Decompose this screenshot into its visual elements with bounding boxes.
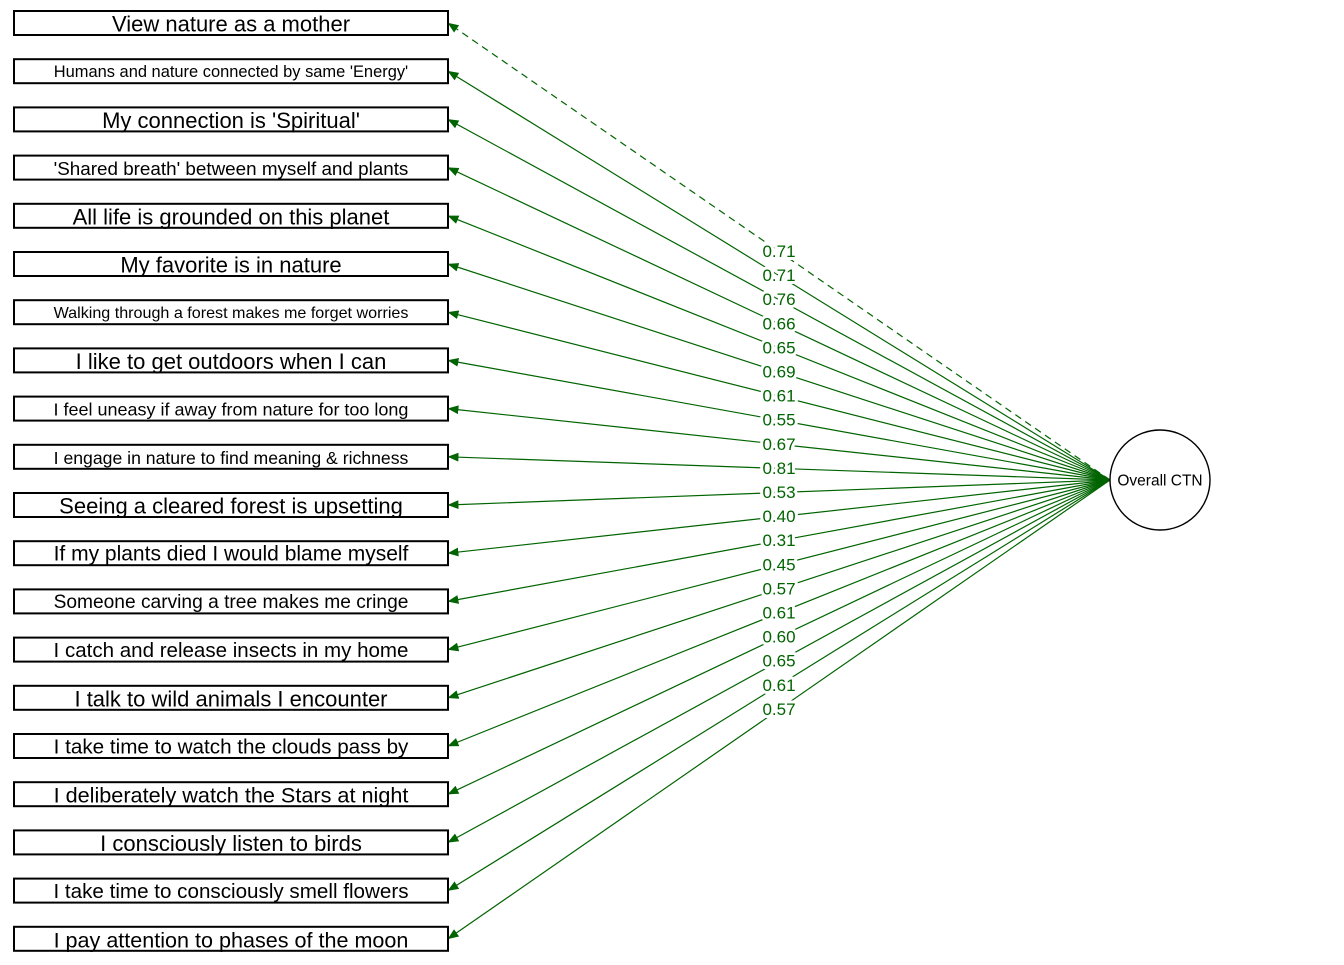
loading-value: 0.71: [762, 266, 795, 285]
loading-value: 0.61: [762, 387, 795, 406]
edge-line: [447, 310, 1111, 481]
item-label: Walking through a forest makes me forget…: [54, 304, 409, 322]
edge-line: [447, 479, 1111, 843]
item-label: I engage in nature to find meaning & ric…: [54, 448, 409, 468]
loading-value: 0.61: [762, 676, 795, 695]
item-label: I talk to wild animals I encounter: [74, 686, 387, 711]
factor-label: Overall CTN: [1117, 473, 1202, 490]
item-label: I feel uneasy if away from nature for to…: [54, 400, 409, 420]
item-box: [13, 829, 449, 856]
item-box: [13, 636, 449, 663]
item-box: [13, 443, 449, 470]
item-box: [13, 106, 449, 133]
edges-layer: [447, 22, 1111, 940]
loading-value: 0.55: [762, 411, 795, 430]
edge-line: [447, 263, 1111, 481]
item-box: [13, 877, 449, 904]
factor-node-layer: Overall CTN: [1109, 429, 1211, 531]
item-box: [13, 299, 449, 326]
edge-line: [447, 405, 1111, 481]
loading-value: 0.53: [762, 483, 795, 502]
item-label: If my plants died I would blame myself: [54, 543, 409, 566]
item-box: [13, 251, 449, 277]
item-label: I consciously listen to birds: [100, 831, 362, 856]
item-box: [13, 781, 449, 808]
loading-value: 0.57: [762, 700, 795, 719]
edge-line: [447, 479, 1111, 747]
boxes-layer: View nature as a mother Humans and nature…: [13, 10, 449, 952]
edge-line: [447, 118, 1111, 481]
item-label: Humans and nature connected by same 'Ene…: [54, 63, 408, 81]
edge-line: [447, 215, 1111, 481]
loading-value: 0.60: [762, 628, 795, 647]
edge-line: [447, 479, 1111, 604]
item-box: [13, 58, 449, 85]
item-box: [13, 347, 449, 374]
edge-line: [447, 479, 1111, 557]
loading-value: 0.45: [762, 555, 795, 574]
edge-line: [447, 479, 1111, 940]
edge-line: [447, 479, 1111, 699]
loading-value: 0.67: [762, 435, 795, 454]
item-label: All life is grounded on this planet: [73, 204, 390, 229]
edge-line: [447, 452, 1111, 481]
item-label: I pay attention to phases of the moon: [54, 927, 409, 952]
item-box: [13, 925, 449, 952]
item-box: [13, 540, 449, 567]
item-label: I take time to consciously smell flowers: [53, 880, 408, 903]
item-box: [13, 154, 449, 181]
loading-value: 0.31: [762, 531, 795, 550]
item-label: My connection is 'Spiritual': [102, 108, 360, 133]
edge-line: [447, 479, 1111, 795]
item-box: [13, 202, 449, 229]
item-label: Seeing a cleared forest is upsetting: [59, 494, 403, 519]
item-label: I take time to watch the clouds pass by: [54, 736, 409, 759]
edge-line: [447, 479, 1111, 510]
factor-node: [1109, 429, 1211, 531]
item-label: 'Shared breath' between myself and plant…: [54, 158, 409, 179]
edge-labels-layer: 0.71 0.71 0.76 0.66 0.65 0.69 0.61 0.55 0.67 0.81…: [759, 239, 798, 722]
item-box: [13, 684, 449, 711]
loading-value: 0.71: [762, 242, 795, 261]
loading-value: 0.61: [762, 604, 795, 623]
item-box: [13, 733, 449, 759]
loading-value: 0.69: [762, 363, 795, 382]
item-label: I like to get outdoors when I can: [76, 349, 387, 374]
loading-value: 0.81: [762, 459, 795, 478]
item-label: I catch and release insects in my home: [54, 639, 409, 662]
edge-line: [447, 22, 1111, 481]
item-box: [13, 588, 449, 615]
item-label: My favorite is in nature: [120, 253, 341, 278]
loading-value: 0.65: [762, 652, 795, 671]
loading-value: 0.66: [762, 314, 795, 333]
item-box: [13, 395, 449, 422]
item-label: View nature as a mother: [112, 12, 350, 37]
item-label: I deliberately watch the Stars at night: [54, 783, 409, 808]
item-box: [13, 10, 449, 36]
edge-line: [447, 479, 1111, 652]
item-label: Someone carving a tree makes me cringe: [54, 592, 409, 613]
edge-line: [447, 70, 1111, 481]
loading-value: 0.57: [762, 579, 795, 598]
edge-line: [447, 357, 1111, 481]
item-box: [13, 492, 449, 518]
loading-value: 0.76: [762, 290, 795, 309]
edge-line: [447, 167, 1111, 481]
loading-value: 0.65: [762, 338, 795, 357]
loading-value: 0.40: [762, 507, 795, 526]
edge-line: [447, 479, 1111, 892]
